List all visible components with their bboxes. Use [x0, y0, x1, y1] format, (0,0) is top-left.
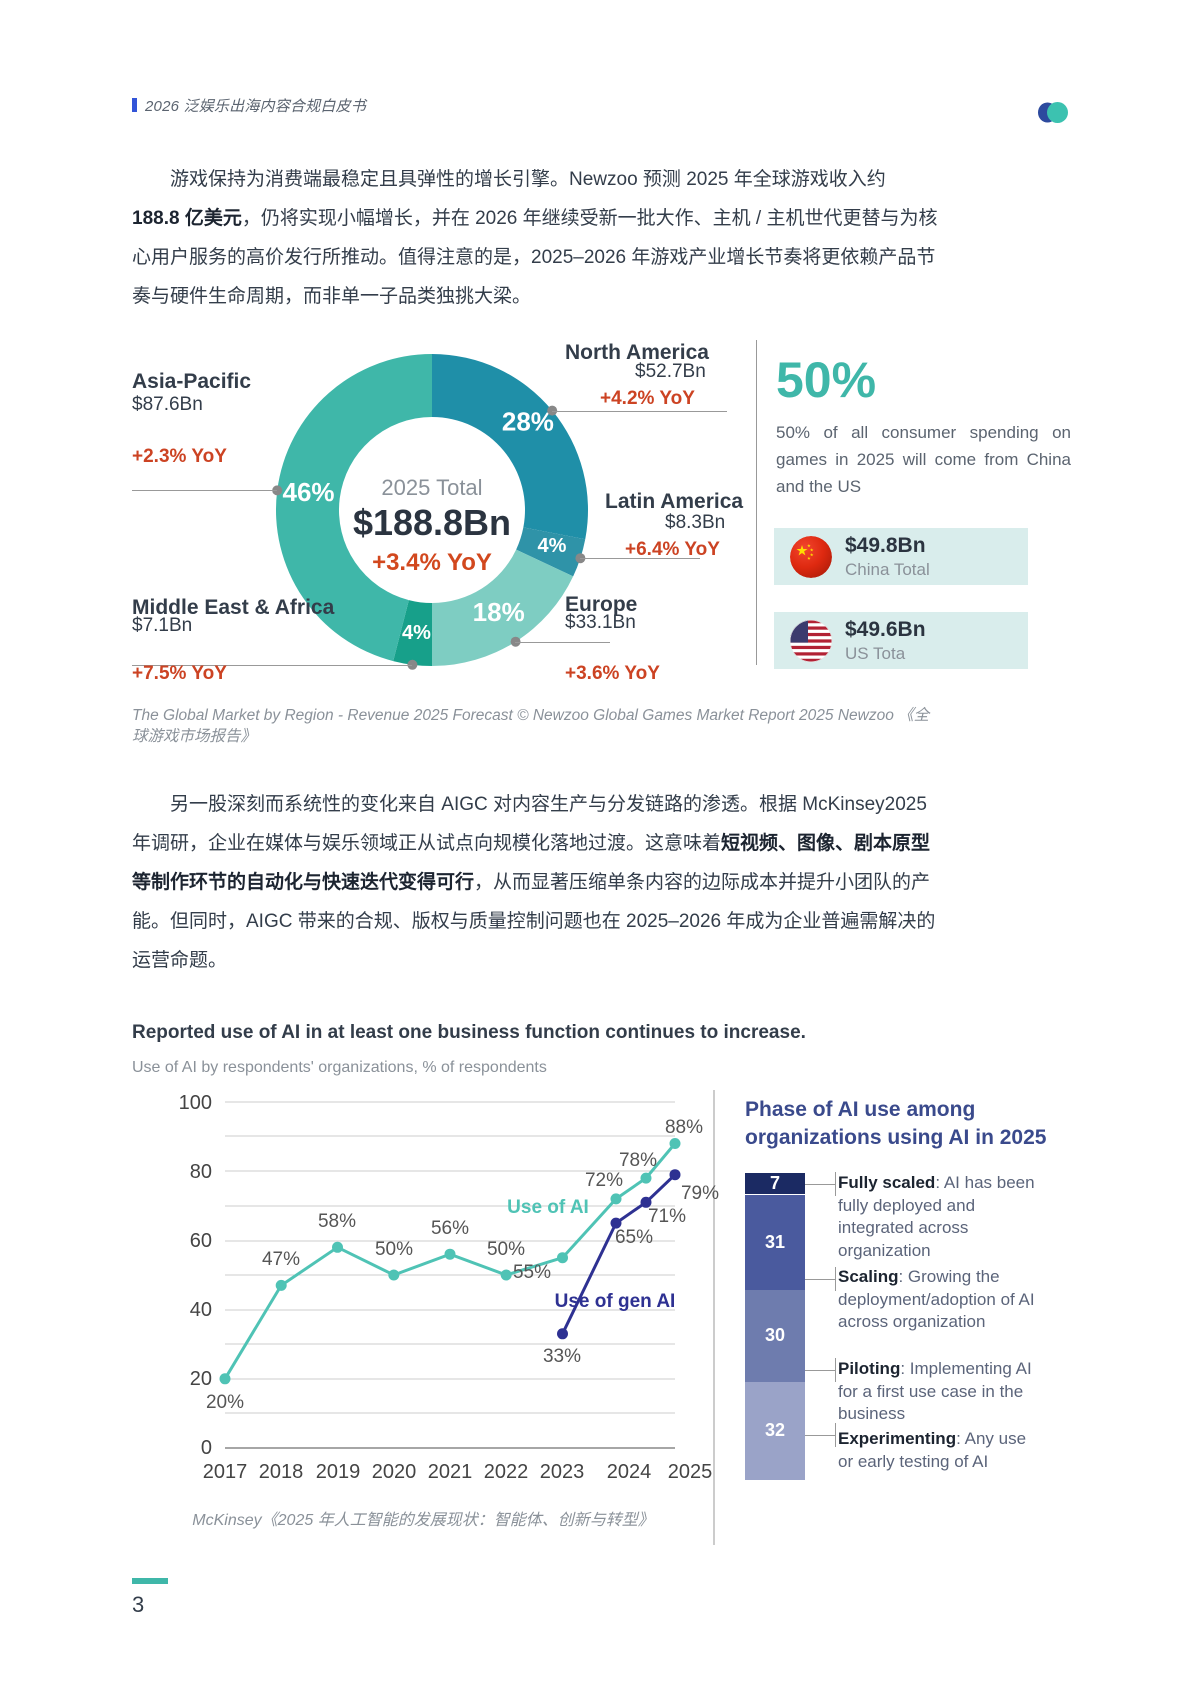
svg-text:2022: 2022: [484, 1461, 529, 1483]
svg-text:2020: 2020: [372, 1461, 417, 1483]
svg-text:20%: 20%: [206, 1392, 244, 1413]
svg-text:56%: 56%: [431, 1218, 469, 1239]
svg-text:2023: 2023: [540, 1461, 585, 1483]
svg-text:80: 80: [190, 1161, 212, 1183]
svg-text:88%: 88%: [665, 1117, 703, 1138]
svg-text:78%: 78%: [619, 1150, 657, 1171]
svg-text:50%: 50%: [375, 1239, 413, 1260]
svg-text:Use of gen AI: Use of gen AI: [555, 1291, 676, 1312]
svg-text:2024: 2024: [607, 1461, 652, 1483]
svg-text:55%: 55%: [513, 1262, 551, 1283]
svg-text:40: 40: [190, 1299, 212, 1321]
svg-text:20: 20: [190, 1368, 212, 1390]
svg-text:2021: 2021: [428, 1461, 473, 1483]
svg-text:0: 0: [201, 1437, 212, 1459]
svg-text:65%: 65%: [615, 1227, 653, 1248]
svg-text:60: 60: [190, 1230, 212, 1252]
svg-text:72%: 72%: [585, 1170, 623, 1191]
svg-text:Use of AI: Use of AI: [507, 1197, 589, 1218]
svg-text:100: 100: [179, 1092, 212, 1114]
svg-text:79%: 79%: [681, 1183, 719, 1204]
svg-text:33%: 33%: [543, 1346, 581, 1367]
svg-text:47%: 47%: [262, 1249, 300, 1270]
svg-text:2018: 2018: [259, 1461, 304, 1483]
svg-text:50%: 50%: [487, 1239, 525, 1260]
svg-text:71%: 71%: [648, 1206, 686, 1227]
svg-text:2019: 2019: [316, 1461, 361, 1483]
svg-text:2025: 2025: [668, 1461, 713, 1483]
svg-text:58%: 58%: [318, 1211, 356, 1232]
svg-text:2017: 2017: [203, 1461, 248, 1483]
